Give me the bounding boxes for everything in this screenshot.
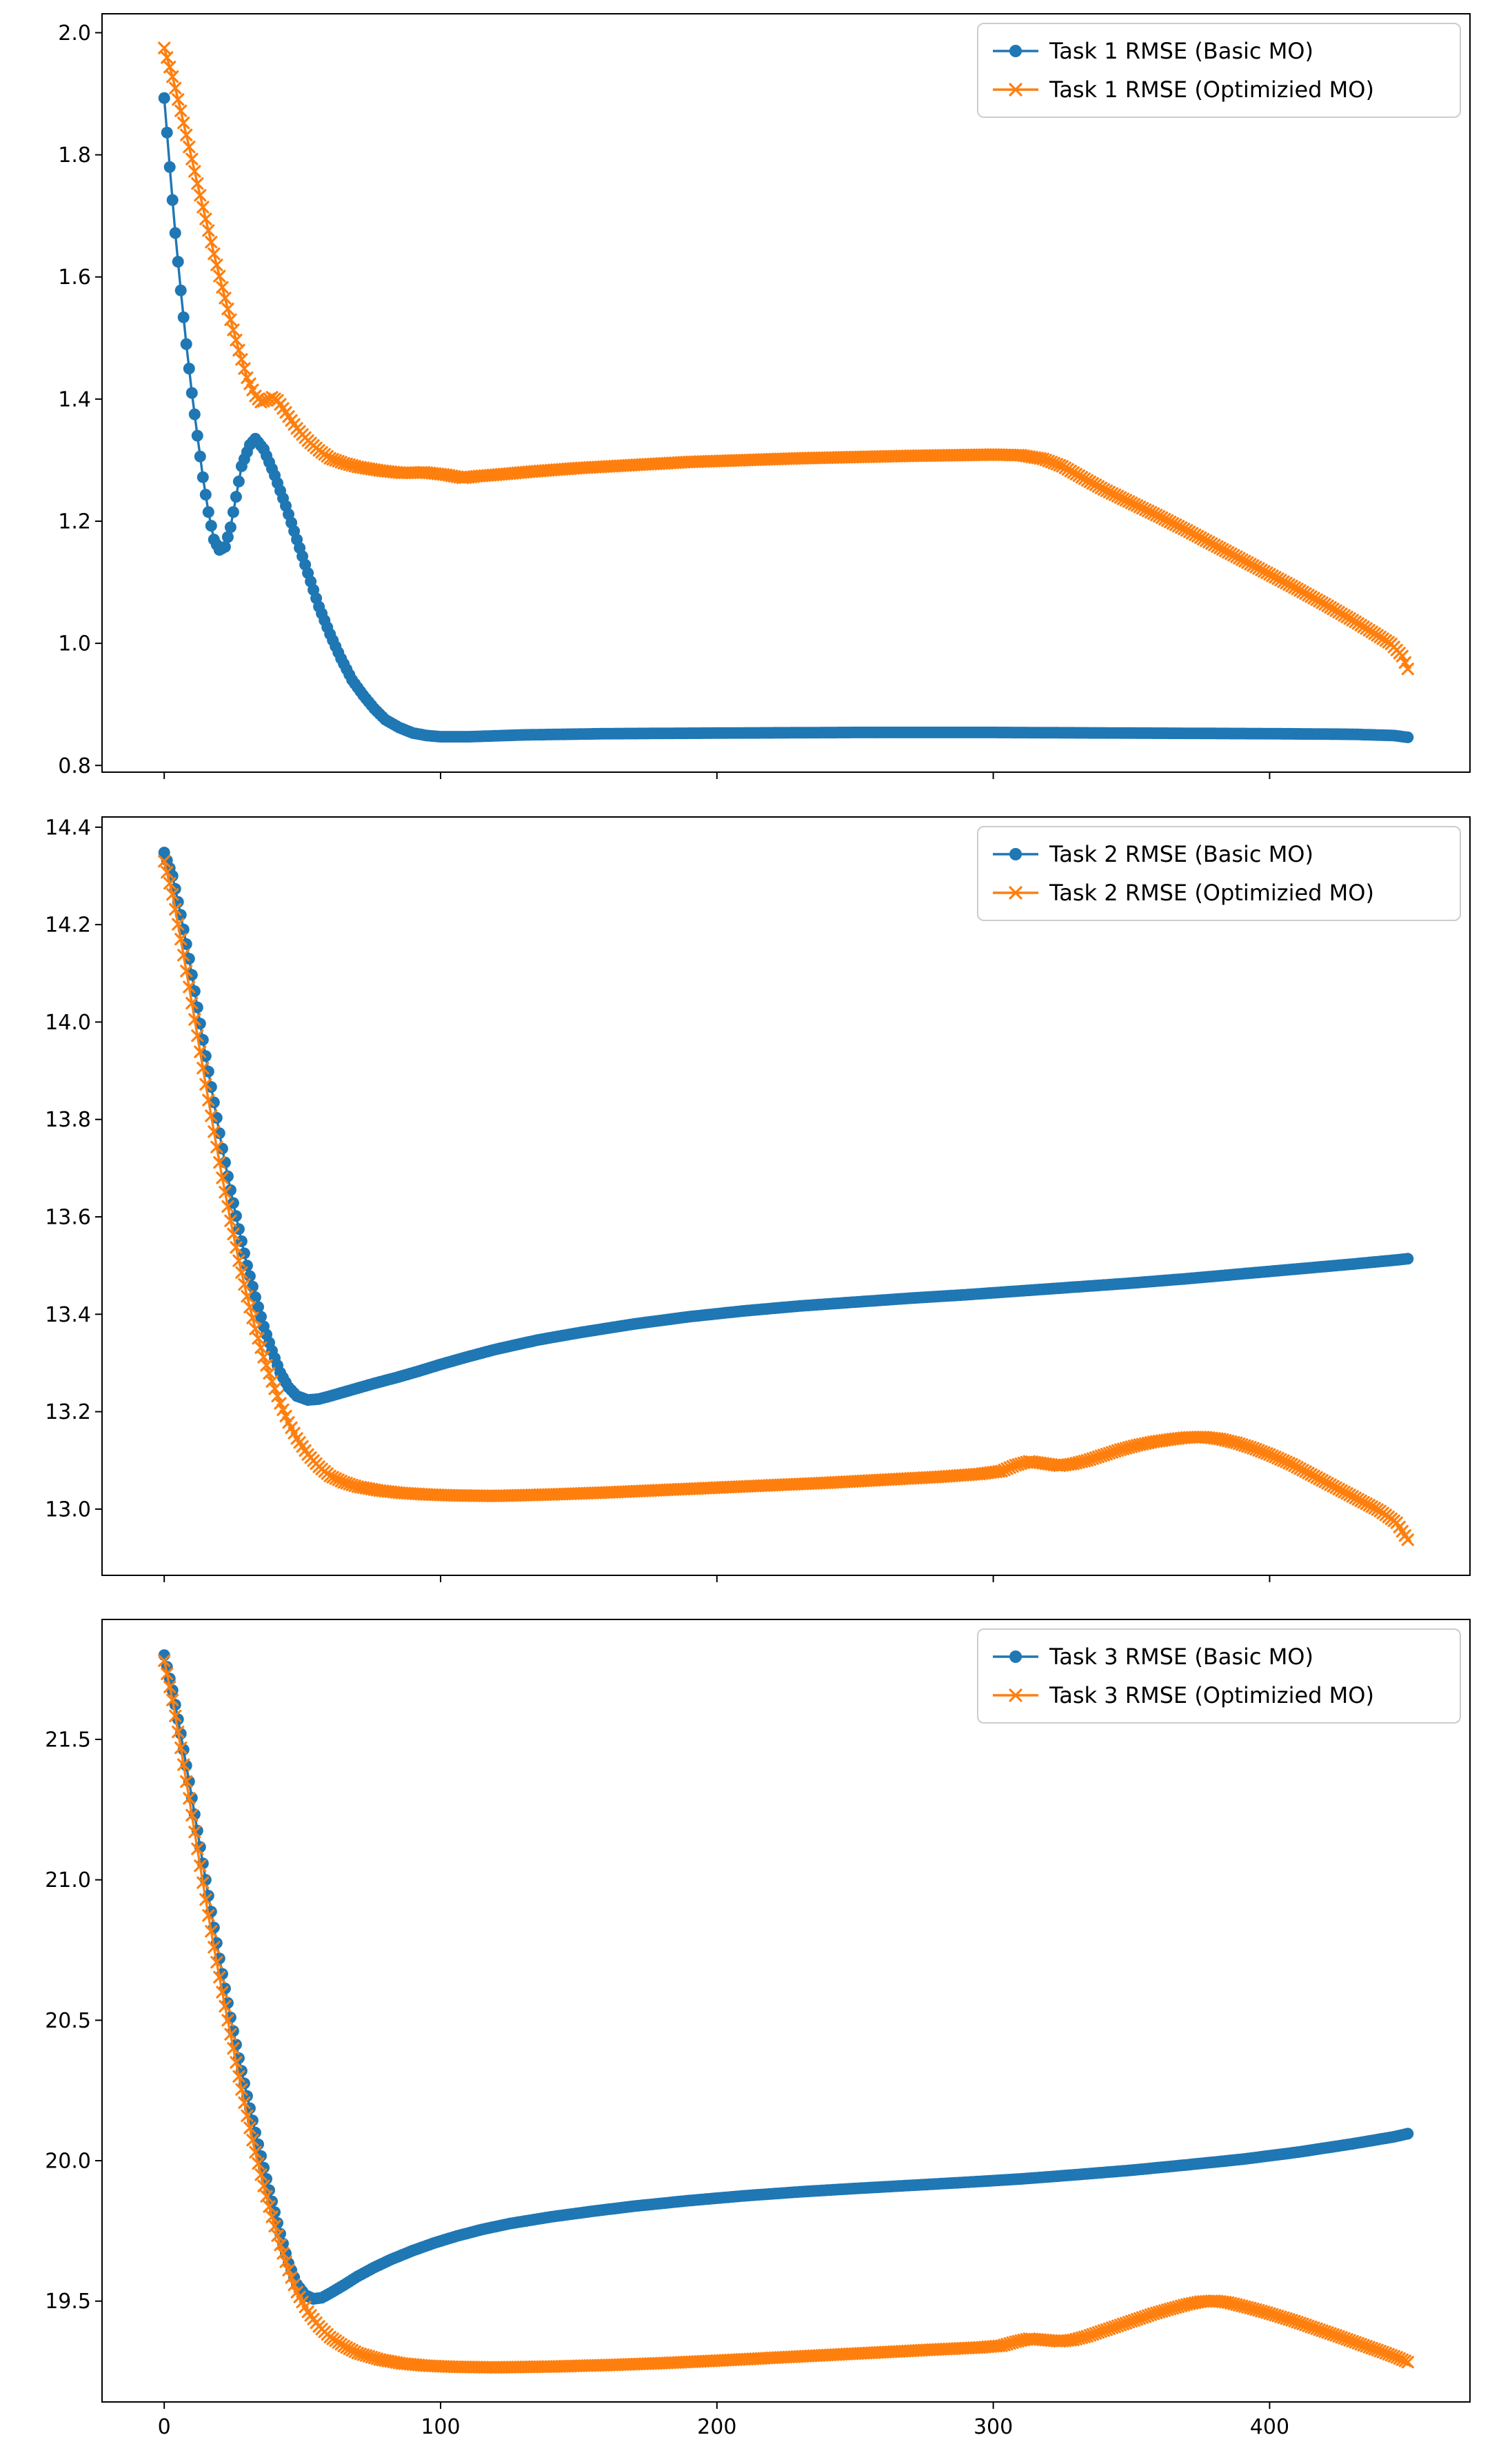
legend: Task 1 RMSE (Basic MO) Task 1 RMSE (Optim…	[977, 23, 1461, 118]
x-markers	[158, 1654, 1414, 2374]
y-tick-label: 20.0	[45, 2150, 91, 2174]
circle-marker	[158, 92, 170, 104]
circle-marker	[185, 969, 198, 981]
circle-marker	[202, 1065, 214, 1078]
series-circle-markers	[158, 847, 1414, 1406]
circle-marker	[230, 491, 242, 503]
plot-background	[102, 14, 1470, 772]
y-tick-label: 20.5	[45, 2009, 91, 2033]
circle-marker	[1402, 1253, 1414, 1265]
series-circle-markers	[158, 92, 1414, 743]
circle-marker	[183, 363, 195, 375]
legend-label: Task 2 RMSE (Basic MO)	[1049, 841, 1313, 867]
y-tick-label: 13.6	[45, 1206, 91, 1230]
circle-marker	[208, 1096, 220, 1109]
legend-label: Task 1 RMSE (Optimizied MO)	[1049, 77, 1374, 103]
subplot-3: 19.5 20.0 20.5 21.0 21.5 0 100 200 300 400 Task 3 …	[45, 1619, 1471, 2439]
legend-box	[977, 826, 1461, 921]
y-tick-label: 19.5	[45, 2290, 91, 2314]
y-tick-label: 14.4	[45, 816, 91, 840]
circle-marker	[243, 1270, 256, 1282]
y-tick-label: 0.8	[58, 754, 91, 778]
circle-marker	[227, 1197, 239, 1209]
circle-marker	[177, 311, 190, 323]
legend-label: Task 1 RMSE (Basic MO)	[1049, 38, 1313, 64]
x-tick-label: 300	[974, 2415, 1013, 2439]
circle-marker	[163, 161, 176, 173]
circle-marker	[219, 541, 231, 553]
axes-spines	[101, 1619, 1471, 2403]
axes-spines	[101, 816, 1471, 1576]
circle-marker	[174, 284, 187, 296]
y-tick-label: 1.0	[58, 632, 91, 656]
circle-marker	[197, 471, 209, 483]
circle-marker	[252, 1301, 264, 1313]
subplot-2: 13.0 13.2 13.4 13.6 13.8 14.0 14.2 14.4 Task 2 R…	[45, 816, 1471, 1582]
circle-marker	[227, 506, 239, 518]
circle-marker	[183, 953, 195, 965]
circle-marker	[172, 256, 184, 268]
legend-box	[977, 1628, 1461, 1724]
circle-marker	[1402, 2128, 1414, 2140]
legend: Task 2 RMSE (Basic MO) Task 2 RMSE (Optim…	[977, 826, 1461, 921]
legend-box	[977, 23, 1461, 118]
plot-background	[102, 1619, 1470, 2402]
y-tick-label: 14.0	[45, 1011, 91, 1035]
y-tick-label: 14.2	[45, 913, 91, 938]
legend: Task 3 RMSE (Basic MO) Task 3 RMSE (Optim…	[977, 1628, 1461, 1724]
legend-circle-marker	[1009, 1650, 1022, 1663]
circle-marker	[232, 475, 245, 487]
circle-marker	[205, 1081, 217, 1093]
circle-marker	[199, 489, 212, 501]
x-markers	[158, 41, 1414, 676]
circle-marker	[210, 1111, 223, 1124]
circle-marker	[238, 1247, 250, 1260]
y-tick-label: 13.2	[45, 1400, 91, 1424]
axes-spines	[101, 13, 1471, 773]
circle-marker	[188, 408, 201, 421]
legend-label: Task 2 RMSE (Optimizied MO)	[1049, 880, 1374, 906]
y-tick-label: 1.4	[58, 387, 91, 412]
y-tick-label: 13.8	[45, 1108, 91, 1132]
circle-marker	[166, 194, 179, 206]
y-tick-label: 2.0	[58, 21, 91, 46]
x-tick-label: 100	[421, 2415, 460, 2439]
circle-marker	[191, 430, 203, 442]
circle-marker	[169, 227, 181, 239]
circle-marker	[1402, 731, 1414, 743]
circle-marker	[224, 521, 236, 534]
y-tick-label: 1.6	[58, 265, 91, 290]
legend-circle-marker	[1009, 45, 1022, 57]
circle-marker	[180, 338, 192, 350]
legend-x-marker	[1009, 1688, 1023, 1702]
x-markers	[158, 855, 1414, 1546]
y-tick-label: 21.5	[45, 1728, 91, 1752]
legend-label: Task 3 RMSE (Optimizied MO)	[1049, 1682, 1374, 1708]
x-tick-label: 200	[697, 2415, 736, 2439]
y-tick-label: 13.4	[45, 1303, 91, 1327]
x-tick-label: 400	[1250, 2415, 1289, 2439]
circle-marker	[205, 520, 217, 532]
circle-marker	[185, 387, 198, 399]
y-tick-label: 1.2	[58, 509, 91, 534]
subplot-1: 0.8 1.0 1.2 1.4 1.6 1.8 2.0 Task 1 RMSE (Basic …	[58, 13, 1471, 779]
y-tick-label: 1.8	[58, 143, 91, 168]
circle-marker	[202, 506, 214, 518]
circle-marker	[224, 1184, 236, 1196]
legend-circle-marker	[1009, 848, 1022, 860]
x-tick-label: 0	[158, 2415, 171, 2439]
series-circle-markers	[158, 1649, 1414, 2305]
legend-label: Task 3 RMSE (Basic MO)	[1049, 1644, 1313, 1670]
legend-x-marker	[1009, 886, 1023, 900]
circle-marker	[194, 450, 206, 463]
legend-x-marker	[1009, 83, 1023, 97]
circle-marker	[161, 126, 173, 139]
circle-marker	[221, 531, 234, 543]
y-tick-label: 13.0	[45, 1497, 91, 1522]
y-tick-label: 21.0	[45, 1868, 91, 1892]
